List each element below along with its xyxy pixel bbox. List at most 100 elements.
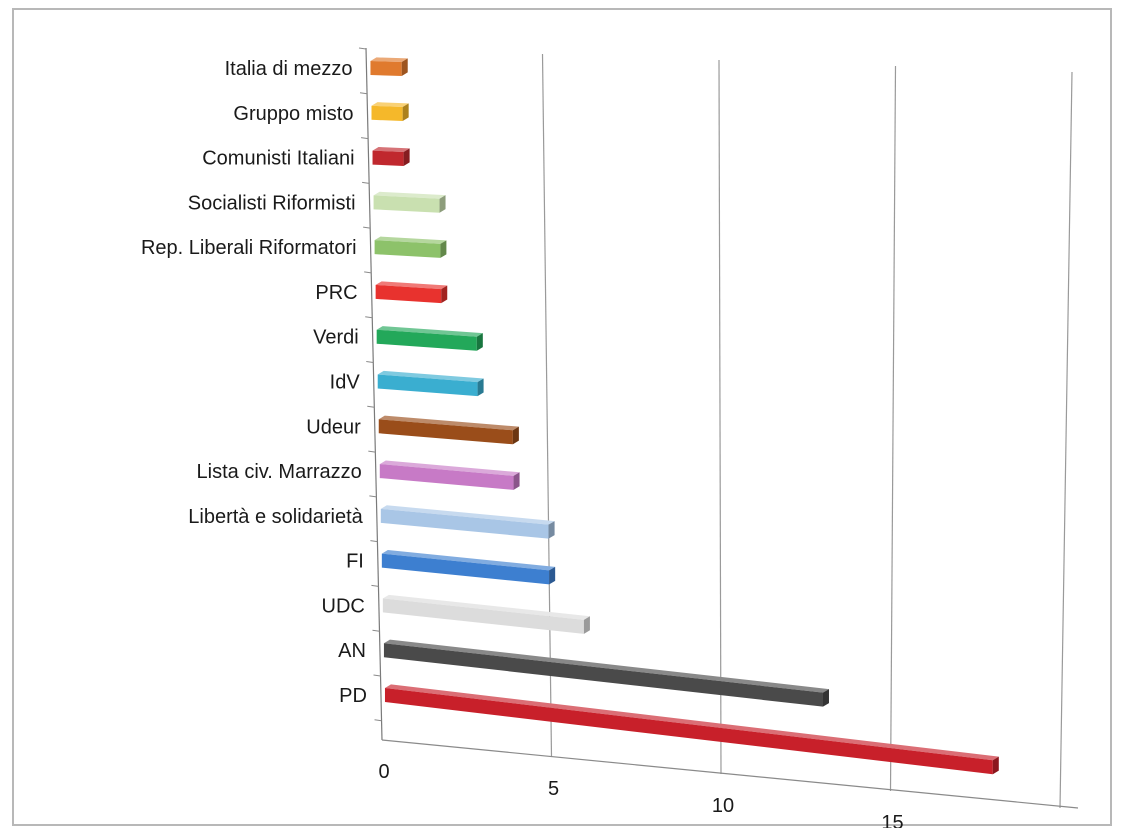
bar-libert-e-solidariet — [380, 505, 555, 539]
category-label: AN — [338, 640, 366, 662]
y-tick-mark — [367, 405, 375, 408]
bar-top-face — [376, 326, 483, 337]
category-label: Rep. Liberali Riformatori — [141, 237, 357, 259]
y-tick-mark — [365, 316, 373, 319]
bar-comunisti-italiani — [372, 146, 410, 166]
bar-end-face — [583, 616, 590, 634]
x-tick-label: 0 — [378, 761, 389, 783]
bar-front-face — [371, 105, 403, 121]
bar-end-face — [439, 195, 446, 213]
bar-top-face — [372, 146, 410, 152]
category-label: Gruppo misto — [233, 103, 353, 125]
bar-top-face — [375, 281, 448, 290]
bar-prc — [375, 281, 448, 304]
bar-socialisti-riformisti — [373, 191, 446, 213]
y-tick-mark — [371, 584, 379, 587]
y-tick-mark — [369, 495, 377, 498]
y-tick-mark — [363, 226, 371, 229]
bar-pd — [384, 684, 999, 775]
y-tick-mark — [362, 181, 370, 184]
bar-top-face — [383, 639, 829, 693]
bar-udeur — [378, 415, 519, 445]
bar-fi — [381, 550, 556, 585]
bar-top-face — [373, 191, 446, 199]
bar-end-face — [441, 285, 448, 304]
bar-end-face — [476, 333, 483, 351]
bar-top-face — [378, 415, 519, 431]
category-label: UDC — [322, 595, 365, 617]
y-tick-mark — [361, 137, 369, 140]
bar-front-face — [375, 284, 442, 304]
bar-front-face — [381, 553, 550, 585]
gridline — [1059, 71, 1073, 809]
y-tick-mark — [372, 629, 380, 632]
bar-verdi — [376, 326, 483, 351]
bar-end-face — [402, 103, 409, 121]
y-tick-mark — [359, 92, 368, 95]
gridline — [718, 59, 722, 775]
bar-front-face — [383, 643, 823, 707]
gridline — [889, 65, 897, 792]
y-tick-mark — [366, 361, 374, 363]
bar-end-face — [440, 240, 447, 258]
bar-front-face — [377, 374, 478, 397]
bar-front-face — [376, 329, 477, 351]
category-label: IdV — [330, 372, 361, 394]
y-tick-mark — [364, 271, 372, 274]
category-label: Italia di mezzo — [225, 58, 353, 80]
bar-end-face — [513, 472, 520, 490]
y-tick-mark — [374, 719, 382, 722]
bar-gruppo-misto — [371, 102, 409, 121]
x-tick-label: 5 — [548, 778, 559, 800]
bar-top-face — [384, 684, 999, 761]
bar-top-face — [382, 594, 590, 620]
bar-top-face — [381, 550, 556, 571]
gridline — [541, 53, 553, 758]
bar-udc — [382, 594, 590, 634]
grid-layer — [358, 47, 1079, 809]
bar-front-face — [384, 688, 993, 775]
bar-rep-liberali-riformatori — [374, 236, 447, 258]
bar-top-face — [371, 102, 409, 107]
bar-front-face — [379, 464, 514, 490]
bar-top-face — [374, 236, 447, 244]
bar-front-face — [380, 508, 549, 539]
bar-top-face — [380, 505, 555, 525]
y-tick-mark — [368, 450, 376, 453]
bar-front-face — [378, 419, 513, 445]
bar-italia-di-mezzo — [370, 57, 408, 77]
bar-an — [383, 639, 829, 707]
bar-end-face — [548, 521, 555, 539]
bar-front-face — [382, 598, 584, 634]
category-label: Libertà e solidarietà — [188, 506, 363, 528]
y-tick-mark — [370, 540, 378, 543]
bar-lista-civ-marrazzo — [379, 460, 520, 490]
bar-end-face — [992, 756, 999, 775]
bar-end-face — [512, 426, 519, 445]
bar-front-face — [374, 240, 441, 258]
bar-end-face — [403, 148, 410, 166]
category-label: Socialisti Riformisti — [188, 192, 356, 214]
category-label: Udeur — [306, 416, 361, 438]
category-label: FI — [346, 551, 364, 573]
x-tick-label: 15 — [881, 812, 903, 828]
x-tick-label: 10 — [712, 795, 734, 817]
y-tick-mark — [358, 47, 367, 50]
gridline — [365, 47, 383, 741]
bar-top-face — [370, 57, 408, 63]
category-label: PD — [339, 685, 367, 707]
bar-end-face — [401, 58, 408, 77]
category-label: PRC — [315, 282, 357, 304]
bar-front-face — [372, 150, 404, 166]
bar-end-face — [822, 689, 829, 707]
floor-edge — [381, 739, 1079, 809]
category-label: Comunisti Italiani — [202, 148, 354, 170]
bar-top-face — [377, 370, 484, 383]
bar-end-face — [549, 566, 556, 585]
bar-layer — [370, 57, 999, 775]
category-label: Verdi — [313, 327, 359, 349]
bar-idv — [377, 370, 484, 397]
